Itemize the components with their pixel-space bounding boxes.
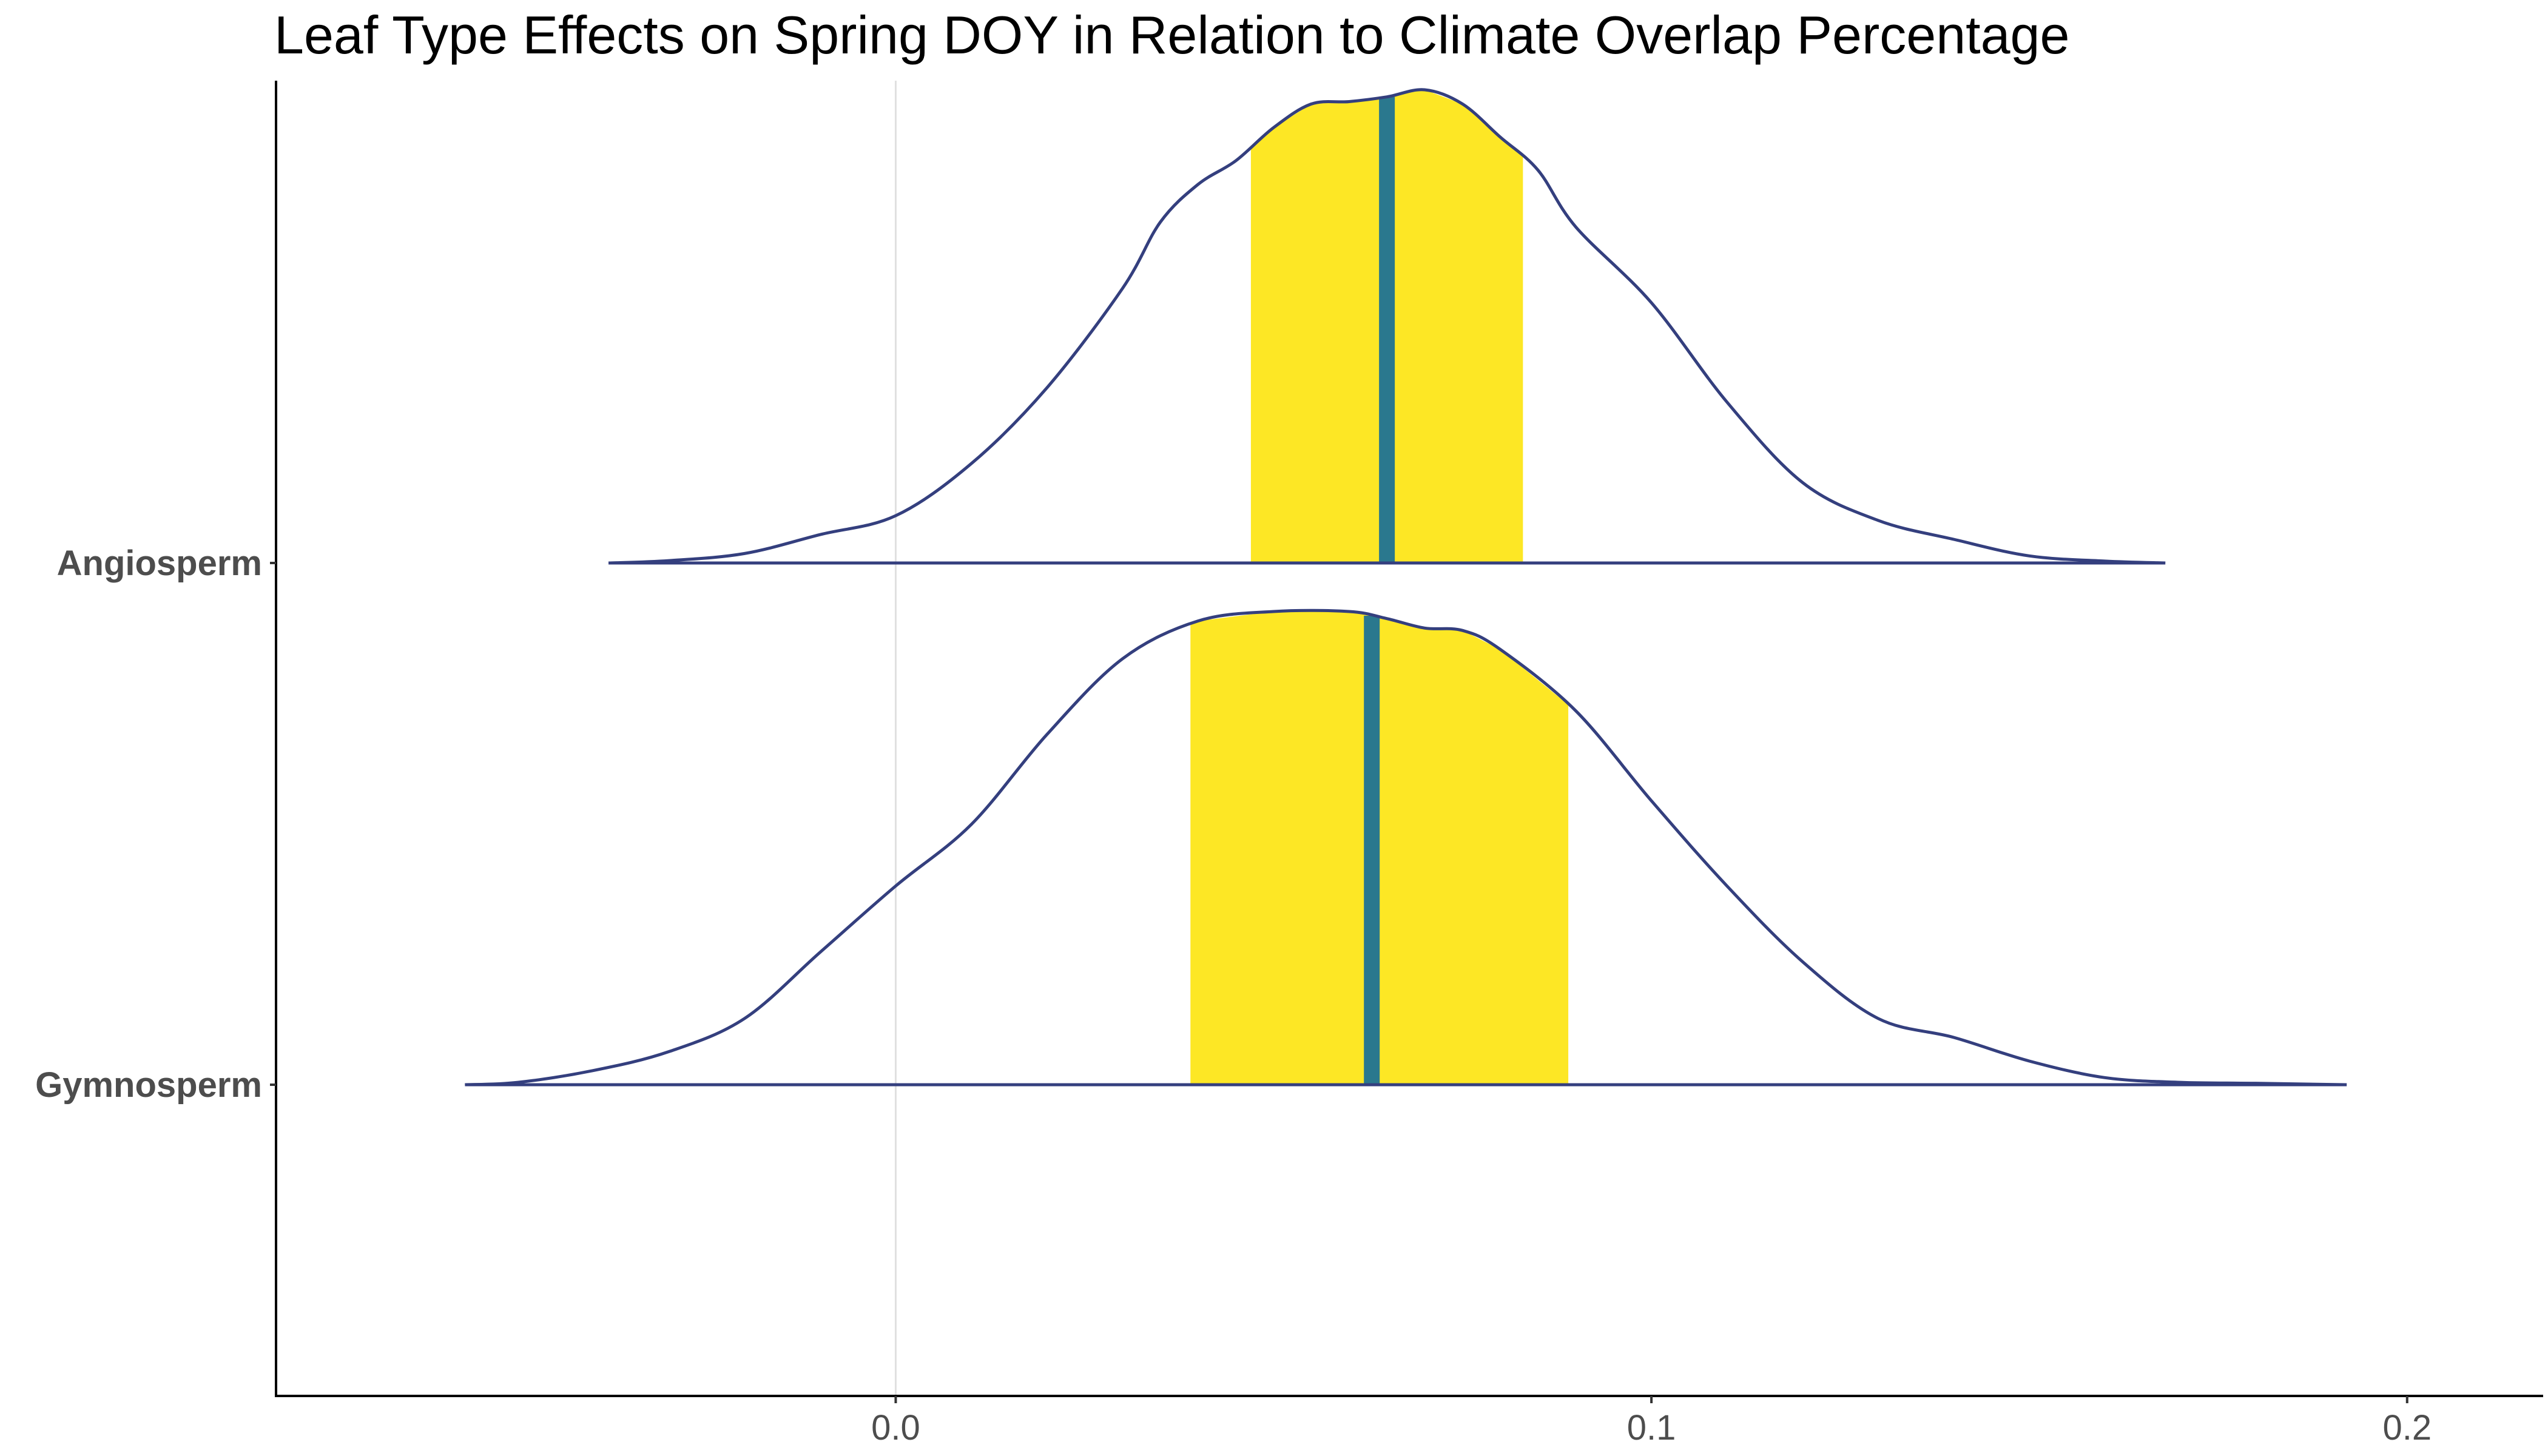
series-layer bbox=[465, 88, 2347, 1087]
series-angiosperm bbox=[608, 88, 2166, 565]
y-tick-label-gymnosperm: Gymnosperm bbox=[35, 1065, 262, 1105]
density-curve-angiosperm bbox=[608, 88, 2166, 565]
x-axis: 0.0 0.1 0.2 bbox=[871, 1396, 2432, 1448]
y-axis: Angiosperm Gymnosperm bbox=[35, 544, 276, 1105]
chart-title: Leaf Type Effects on Spring DOY in Relat… bbox=[274, 5, 2069, 65]
density-curve-gymnosperm bbox=[465, 608, 2347, 1087]
x-tick-label: 0.0 bbox=[871, 1408, 920, 1448]
y-tick-label-angiosperm: Angiosperm bbox=[57, 544, 262, 583]
series-gymnosperm bbox=[465, 608, 2347, 1087]
x-tick-label: 0.1 bbox=[1627, 1408, 1676, 1448]
x-tick-label: 0.2 bbox=[2382, 1408, 2432, 1448]
